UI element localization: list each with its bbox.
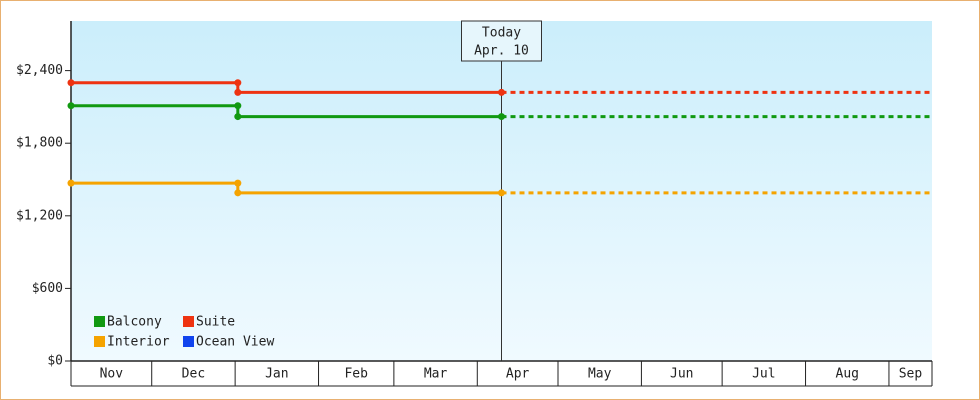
y-tick-label: $1,800 [16, 136, 63, 151]
x-tick-label: May [588, 367, 612, 382]
point [234, 88, 242, 96]
legend-label: Interior [107, 335, 170, 350]
x-tick-label: Apr [506, 367, 530, 382]
point [498, 88, 505, 96]
x-tick-label: Feb [344, 367, 368, 382]
y-tick-label: $600 [32, 281, 63, 296]
x-tick-label: Mar [424, 367, 448, 382]
legend-swatch [94, 336, 105, 347]
point [67, 79, 75, 87]
x-tick-label: Nov [100, 367, 124, 382]
point [67, 102, 75, 110]
today-label: Today [482, 26, 521, 41]
point [498, 189, 505, 197]
y-tick-label: $0 [47, 354, 63, 369]
y-tick-label: $2,400 [16, 63, 63, 78]
series-line [71, 181, 502, 195]
x-tick-label: Jun [670, 367, 693, 382]
today-label: Apr. 10 [474, 44, 529, 59]
x-tick-label: Jan [265, 367, 288, 382]
point [234, 102, 242, 110]
legend-label: Ocean View [196, 335, 274, 350]
point [67, 179, 75, 187]
series-line [71, 81, 502, 94]
today-box [461, 20, 542, 62]
legend-swatch [183, 336, 194, 347]
point [234, 79, 242, 87]
point [498, 113, 505, 121]
legend-label: Suite [196, 315, 235, 330]
y-tick-label: $1,200 [16, 208, 63, 223]
x-tick-label: Sep [899, 367, 923, 382]
point [234, 189, 242, 197]
point [234, 179, 242, 187]
x-tick-label: Jul [752, 367, 775, 382]
legend-swatch [94, 316, 105, 327]
point [234, 113, 242, 121]
x-tick-label: Dec [182, 367, 205, 382]
legend-label: Balcony [107, 315, 162, 330]
legend-swatch [183, 316, 194, 327]
series-line [71, 104, 502, 119]
x-tick-label: Aug [836, 367, 859, 382]
